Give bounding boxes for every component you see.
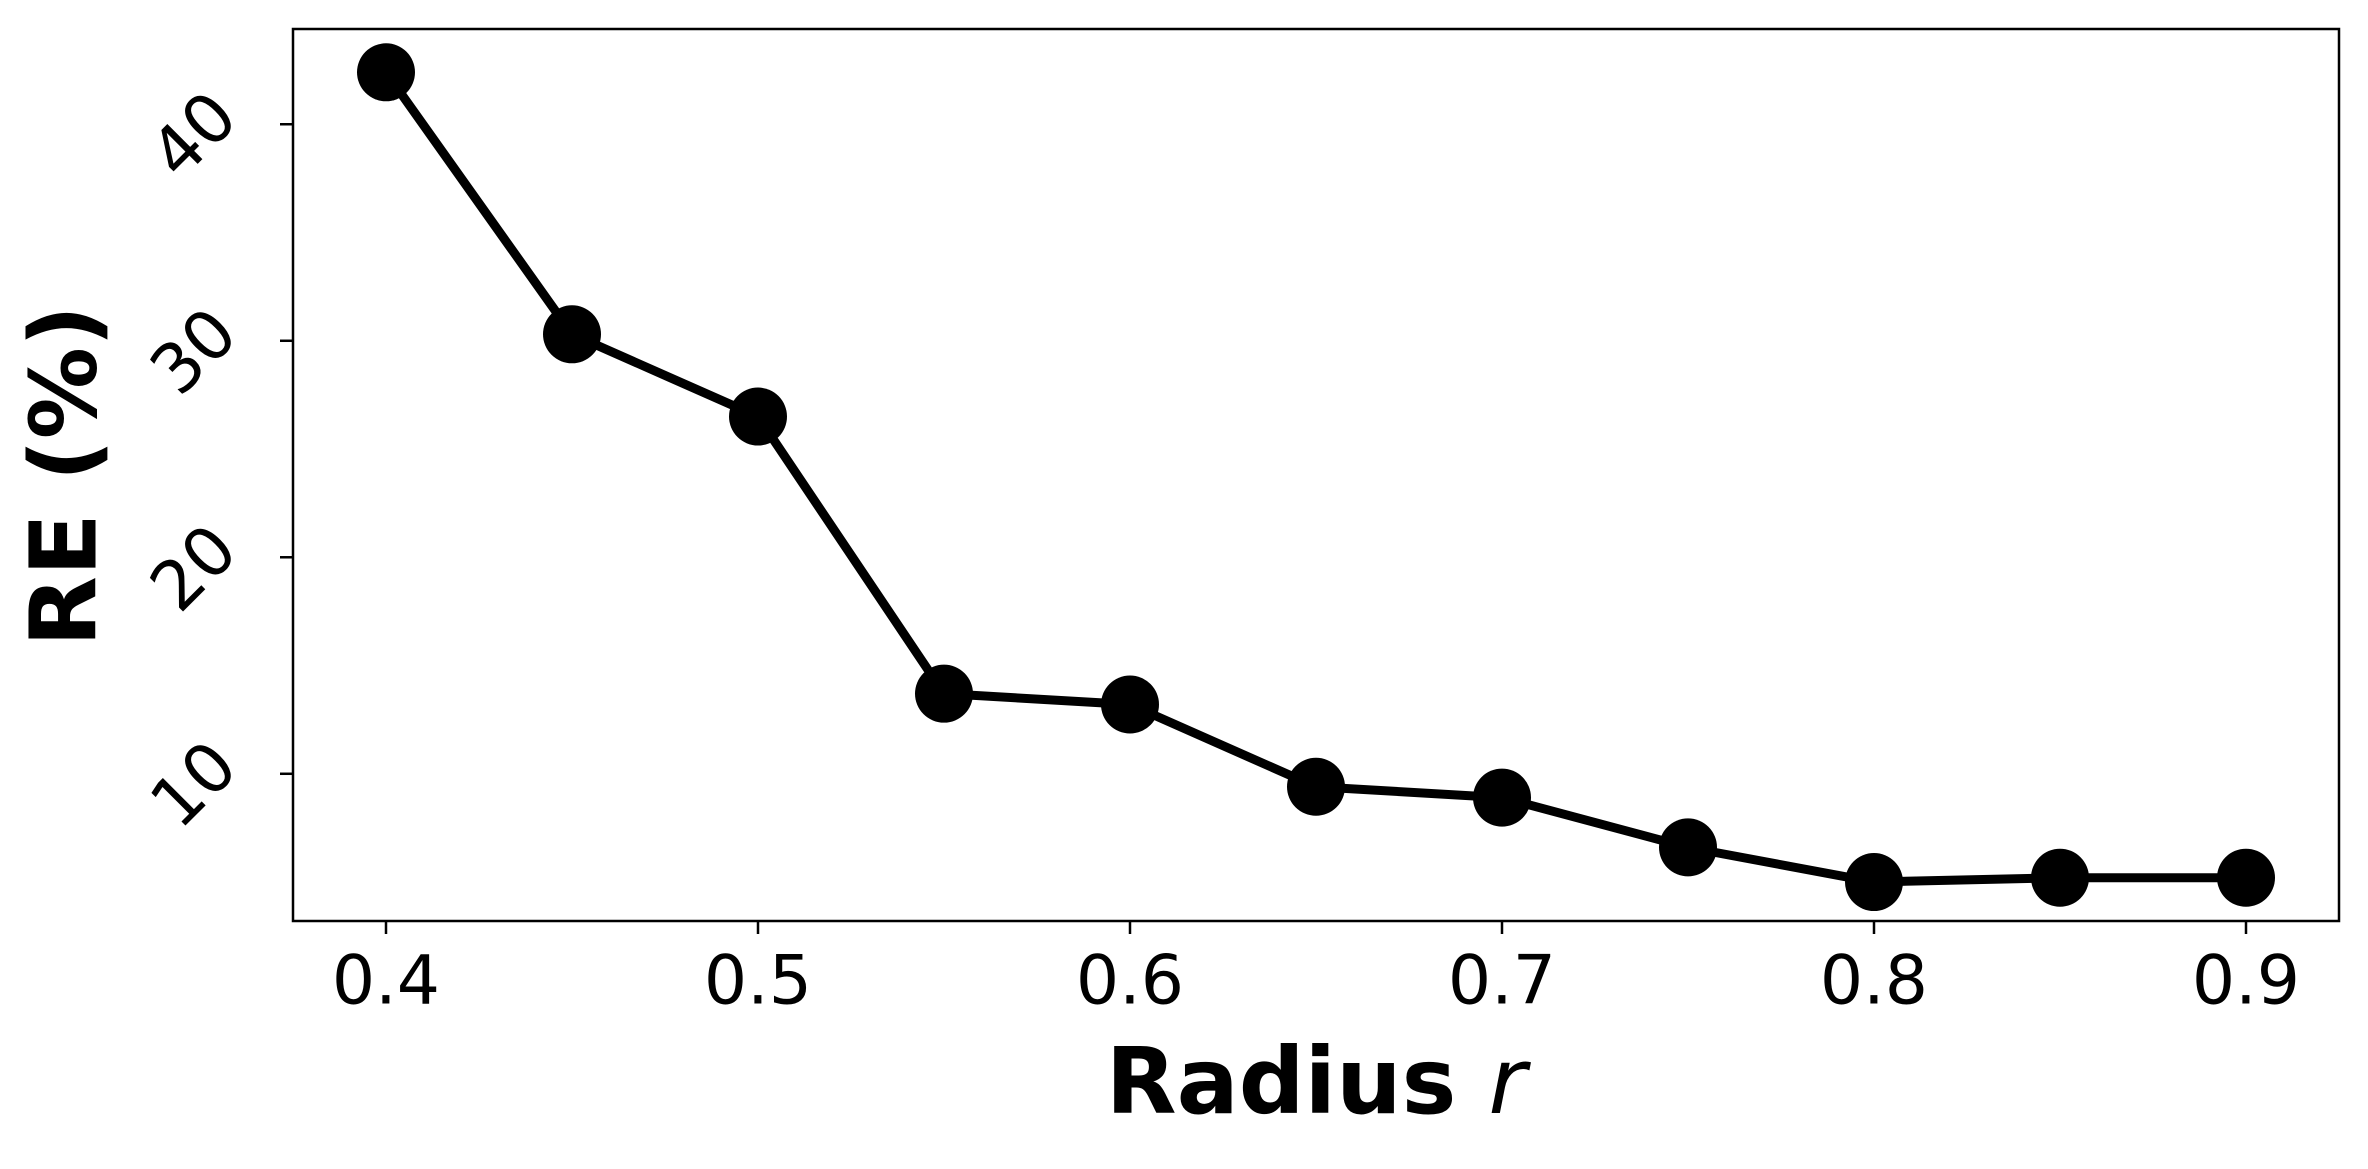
data-point	[2217, 848, 2275, 907]
y-tick-label: 10	[136, 726, 253, 843]
data-point	[1287, 757, 1345, 816]
data-point	[1845, 853, 1903, 912]
data-point	[1659, 818, 1717, 877]
x-tick-label: 0.6	[1076, 942, 1184, 1021]
y-tick-label: 20	[136, 510, 253, 627]
y-axis-label: RE (%)	[10, 305, 117, 647]
data-point	[543, 305, 601, 364]
x-tick-label: 0.4	[332, 942, 440, 1021]
x-axis-label: Radius r	[1106, 1028, 1532, 1135]
x-tick-label: 0.9	[2192, 942, 2300, 1021]
y-tick-label: 30	[136, 293, 253, 410]
x-tick-label: 0.7	[1448, 942, 1556, 1021]
data-point	[915, 664, 973, 723]
plot-frame	[291, 27, 2341, 923]
data-point	[1101, 675, 1159, 734]
data-point	[1473, 768, 1531, 827]
data-point	[729, 387, 787, 446]
data-point	[357, 43, 415, 102]
x-tick-label: 0.8	[1820, 942, 1928, 1021]
x-tick-label: 0.5	[704, 942, 812, 1021]
y-tick-label: 40	[136, 77, 253, 194]
data-point	[2031, 848, 2089, 907]
